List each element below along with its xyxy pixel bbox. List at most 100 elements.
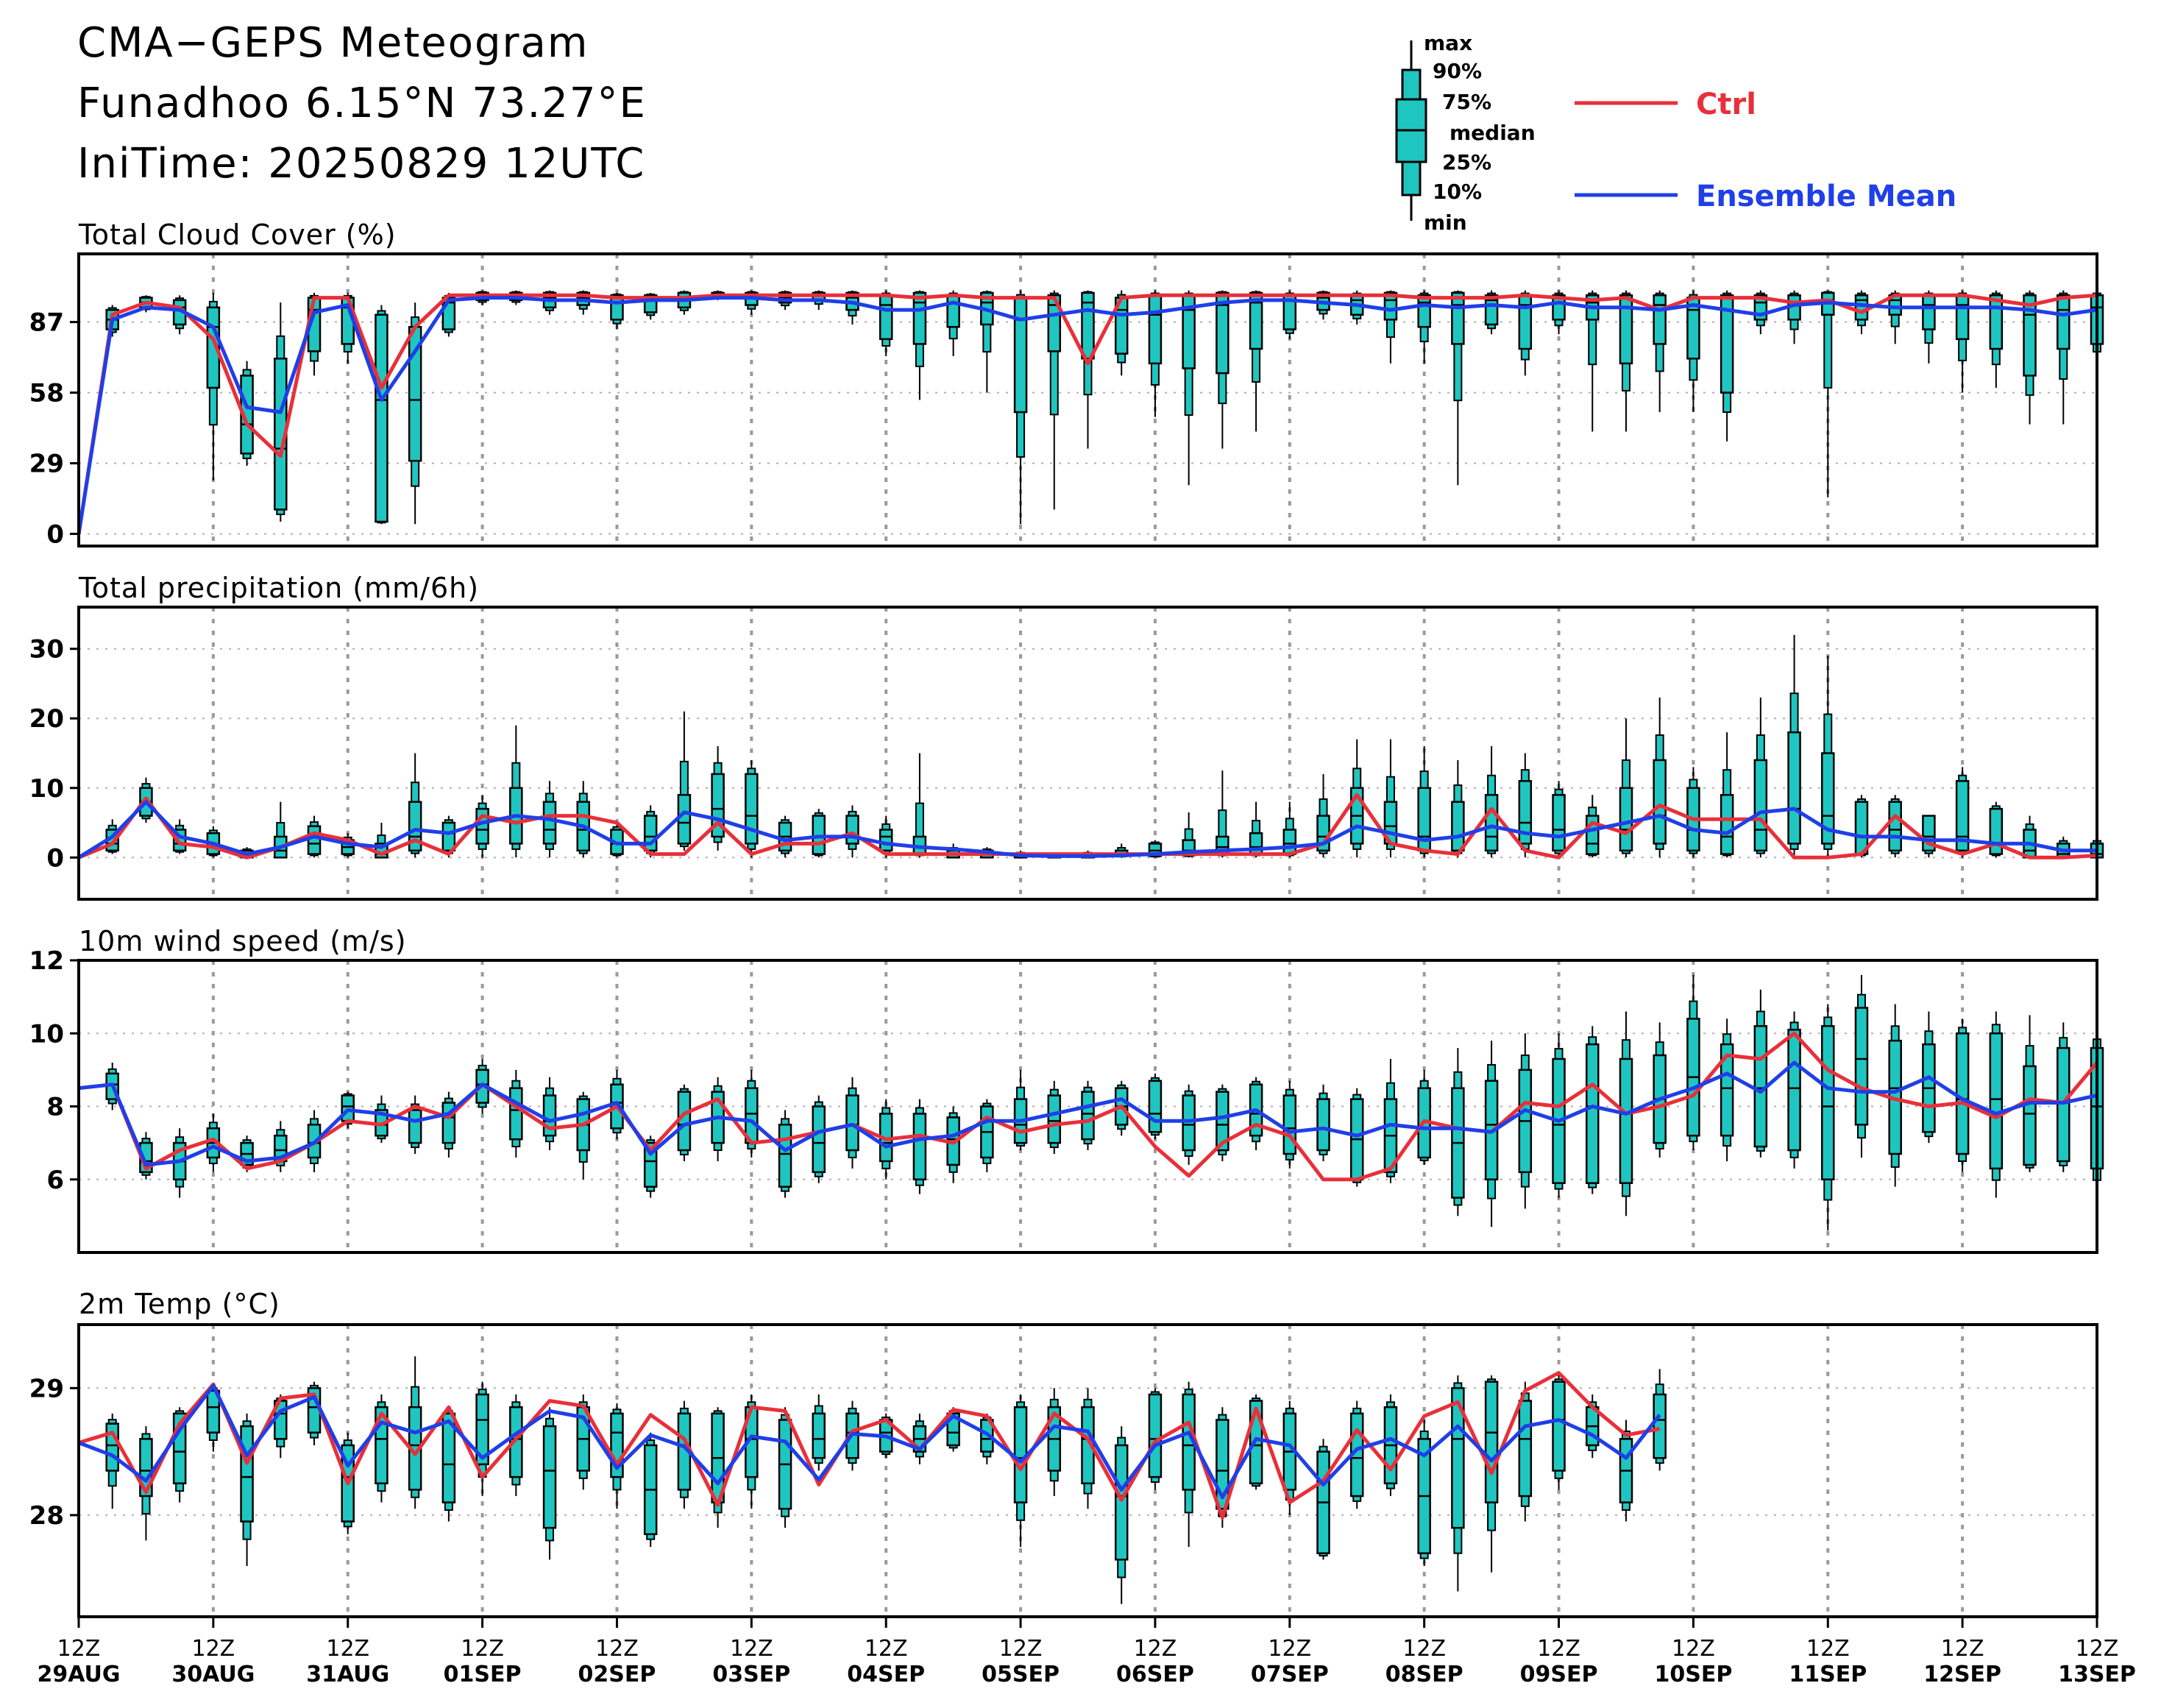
boxplot-iqr-box xyxy=(509,1087,523,1141)
boxplot-iqr-box xyxy=(1282,829,1297,855)
boxplot-iqr-box xyxy=(240,1425,254,1523)
boxplot xyxy=(1955,767,1970,858)
boxplot-iqr-box xyxy=(1451,291,1465,345)
x-tick-label-date: 31AUG xyxy=(306,1662,389,1687)
x-tick-label-hour: 12Z xyxy=(1268,1636,1311,1662)
x-tick-label-hour: 12Z xyxy=(2076,1636,2119,1662)
boxplot-iqr-box xyxy=(1047,1094,1062,1144)
x-tick-label-hour: 12Z xyxy=(999,1636,1043,1662)
x-tick-label-hour: 12Z xyxy=(730,1636,773,1662)
y-tick-label: 28 xyxy=(29,1501,64,1531)
boxplot-iqr-box xyxy=(1249,291,1263,350)
y-tick-label: 0 xyxy=(46,843,64,873)
boxplot xyxy=(1653,1022,1667,1158)
boxplot xyxy=(778,1407,792,1528)
boxplot xyxy=(879,290,893,356)
boxplot xyxy=(1720,732,1734,858)
legend-mean-label: Ensemble Mean xyxy=(1696,180,1956,213)
boxplot-iqr-box xyxy=(912,291,927,345)
boxplot xyxy=(1047,1080,1062,1155)
y-tick-label: 10 xyxy=(29,774,64,804)
boxplot-iqr-box xyxy=(2023,294,2037,377)
boxplot xyxy=(408,1095,422,1155)
boxplot-iqr-box xyxy=(1552,793,1566,852)
boxplot-iqr-box xyxy=(1451,801,1465,852)
boxplot xyxy=(980,1099,994,1172)
boxplot xyxy=(139,1426,153,1541)
y-tick-label: 10 xyxy=(29,1019,64,1049)
boxplot xyxy=(1282,290,1297,339)
boxplot-iqr-box xyxy=(879,294,893,341)
ensemble-mean-series-line xyxy=(77,800,2097,860)
boxplot xyxy=(1148,290,1163,417)
y-tick-label: 29 xyxy=(29,1374,64,1403)
boxplot xyxy=(1383,1058,1398,1183)
boxplot xyxy=(643,1432,658,1548)
boxplot xyxy=(711,746,725,851)
x-tick-label-hour: 12Z xyxy=(461,1636,504,1662)
boxplot xyxy=(1484,290,1499,335)
boxplot-iqr-box xyxy=(1922,294,1936,330)
boxplot xyxy=(1518,1033,1533,1209)
y-tick-label: 12 xyxy=(29,946,64,976)
boxplot xyxy=(375,305,388,525)
boxplot xyxy=(778,815,792,858)
x-tick-label-hour: 12Z xyxy=(865,1636,908,1662)
legend-box-label: 25% xyxy=(1442,150,1491,174)
boxplot xyxy=(1653,1369,1667,1471)
boxplot xyxy=(576,1091,590,1180)
boxplot xyxy=(912,753,927,858)
boxplot xyxy=(1787,290,1801,344)
boxplot-iqr-box xyxy=(643,1141,658,1188)
ctrl-series-line xyxy=(78,793,2098,860)
boxplot xyxy=(1821,290,1835,497)
x-tick-label-hour: 12Z xyxy=(1806,1636,1850,1662)
boxplot-outer-box xyxy=(1823,291,1833,389)
boxplot-iqr-box xyxy=(1484,793,1499,852)
boxplot xyxy=(1922,815,1936,858)
boxplot xyxy=(1216,1084,1229,1161)
boxplot xyxy=(375,1394,388,1503)
boxplot xyxy=(2023,815,2037,859)
boxplot-iqr-box xyxy=(1417,294,1431,328)
x-tick-label-date: 13SEP xyxy=(2058,1662,2136,1687)
boxplot-iqr-box xyxy=(1586,1043,1600,1184)
boxplot xyxy=(1081,1388,1095,1509)
boxplot xyxy=(1316,773,1330,858)
boxplot xyxy=(1316,1084,1330,1161)
boxplot-iqr-box xyxy=(542,1425,557,1529)
boxplot-iqr-box xyxy=(745,773,759,845)
boxplot-iqr-box xyxy=(1282,1094,1297,1155)
boxplot xyxy=(912,1099,927,1194)
boxplot-iqr-box xyxy=(1518,780,1533,845)
boxplot-iqr-box xyxy=(408,1109,422,1144)
boxplot-iqr-box xyxy=(677,793,692,845)
boxplot xyxy=(1787,1011,1801,1169)
boxplot xyxy=(1619,718,1633,858)
boxplot-iqr-box xyxy=(1484,294,1499,326)
boxplot-iqr-box xyxy=(1081,1406,1095,1485)
boxplot-iqr-box xyxy=(1619,294,1633,365)
boxplot xyxy=(2023,290,2037,425)
boxplot xyxy=(509,725,523,858)
boxplot xyxy=(441,1091,456,1158)
boxplot xyxy=(1653,697,1667,858)
ctrl-series-line xyxy=(78,1371,1661,1520)
boxplot-outer-box xyxy=(1049,292,1059,416)
boxplot-iqr-box xyxy=(946,294,960,328)
boxplot xyxy=(1081,290,1095,449)
chart-title: CMA−GEPS Meteogram xyxy=(77,19,589,67)
boxplot xyxy=(1586,1026,1600,1194)
y-tick-label: 6 xyxy=(46,1166,64,1195)
boxplot-iqr-box xyxy=(1114,1444,1129,1561)
boxplot-outer-box xyxy=(1453,291,1463,402)
boxplot xyxy=(1282,1080,1297,1169)
boxplot-iqr-box xyxy=(139,1438,153,1498)
boxplot xyxy=(1451,290,1465,486)
legend-box-label: median xyxy=(1449,121,1536,145)
boxplot-iqr-box xyxy=(1753,759,1768,852)
panel-title: Total precipitation (mm/6h) xyxy=(78,572,479,604)
boxplot-iqr-box xyxy=(1854,294,1869,321)
boxplot xyxy=(1922,1011,1936,1144)
